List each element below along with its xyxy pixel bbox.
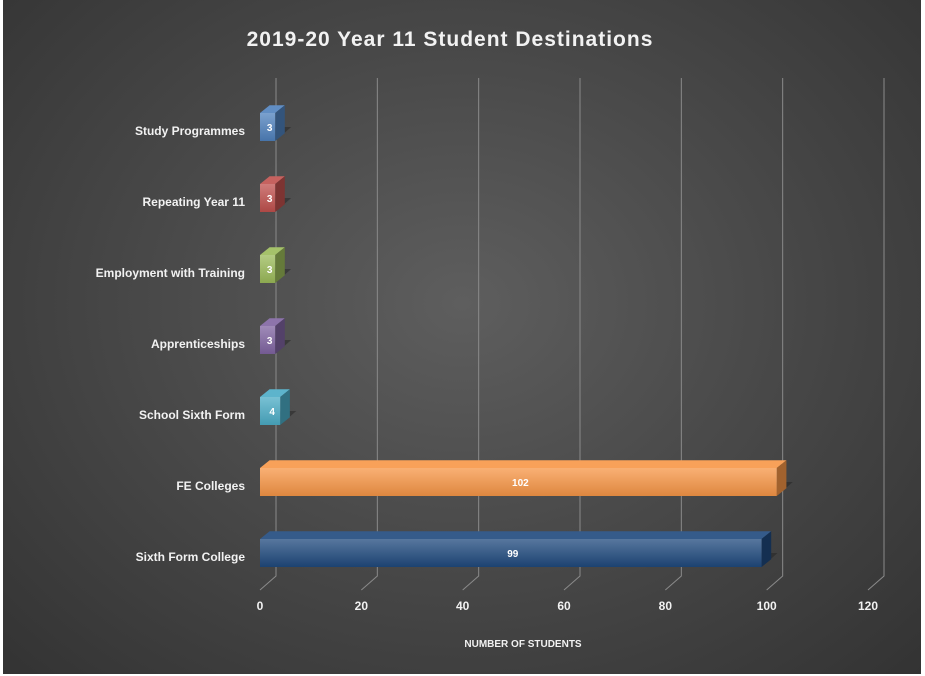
- chart-title: 2019-20 Year 11 Student Destinations: [247, 28, 654, 51]
- bar-top: [260, 460, 787, 468]
- bar-front: [260, 113, 276, 141]
- bar-front: [260, 255, 276, 283]
- x-tick-label: 40: [456, 599, 470, 613]
- gridlines: [259, 78, 885, 591]
- gridline: [867, 78, 885, 591]
- category-label: Employment with Training: [96, 266, 245, 280]
- x-axis-tick-labels: 0 20 40 60 80 100 120: [257, 599, 879, 613]
- bar-data-label: 3: [267, 194, 273, 205]
- x-tick-label: 120: [858, 599, 878, 613]
- category-label: School Sixth Form: [139, 408, 245, 422]
- category-label: FE Colleges: [176, 479, 245, 493]
- gridline: [766, 78, 784, 591]
- bar-top: [260, 176, 285, 184]
- category-labels: Study Programmes Repeating Year 11 Employm…: [96, 124, 246, 564]
- bar: 3: [260, 247, 292, 283]
- gridline: [462, 78, 480, 591]
- bar-front: [260, 468, 777, 496]
- gridline: [665, 78, 682, 591]
- x-tick-label: 100: [757, 599, 777, 613]
- bar-top: [260, 318, 285, 326]
- bar: 99: [260, 531, 778, 567]
- bar-front: [260, 397, 281, 425]
- bars: 3 3 3 3 4 102 99: [260, 105, 793, 567]
- bar-side: [280, 389, 290, 425]
- bar-front: [260, 326, 276, 354]
- category-label: Repeating Year 11: [142, 195, 245, 209]
- bar-top: [260, 105, 285, 113]
- bar-data-label: 3: [267, 123, 273, 134]
- bar-front: [260, 539, 762, 567]
- gridline: [563, 78, 581, 591]
- bar: 3: [260, 318, 292, 354]
- category-label: Sixth Form College: [136, 550, 246, 564]
- x-tick-label: 0: [257, 599, 264, 613]
- bar-data-label: 4: [269, 407, 275, 418]
- bar-side: [275, 105, 285, 141]
- bar-chart: 2019-20 Year 11 Student Destinations 333…: [96, 28, 885, 650]
- bar: 3: [260, 176, 292, 212]
- x-tick-label: 20: [355, 599, 369, 613]
- bar: 102: [260, 460, 793, 496]
- x-tick-label: 60: [557, 599, 571, 613]
- bar-front: [260, 184, 276, 212]
- bar-side: [275, 247, 285, 283]
- bar-side: [275, 176, 285, 212]
- bar-side: [275, 318, 285, 354]
- x-axis-title: NUMBER OF STUDENTS: [464, 639, 582, 650]
- gridline: [259, 78, 277, 591]
- bar-top: [260, 389, 290, 397]
- bar: 3: [260, 105, 292, 141]
- bar-data-label: 3: [267, 265, 273, 276]
- bar-side: [776, 460, 787, 496]
- bar-side: [761, 531, 772, 567]
- gridline: [361, 78, 378, 591]
- bar-top: [260, 247, 285, 255]
- bar: 4: [260, 389, 297, 425]
- bar-data-label: 102: [512, 478, 529, 489]
- bar-data-label: 99: [507, 549, 519, 560]
- x-tick-label: 80: [659, 599, 673, 613]
- category-label: Study Programmes: [135, 124, 245, 138]
- category-label: Apprenticeships: [151, 337, 245, 351]
- bar-data-label: 3: [267, 336, 273, 347]
- bar-top: [260, 531, 772, 539]
